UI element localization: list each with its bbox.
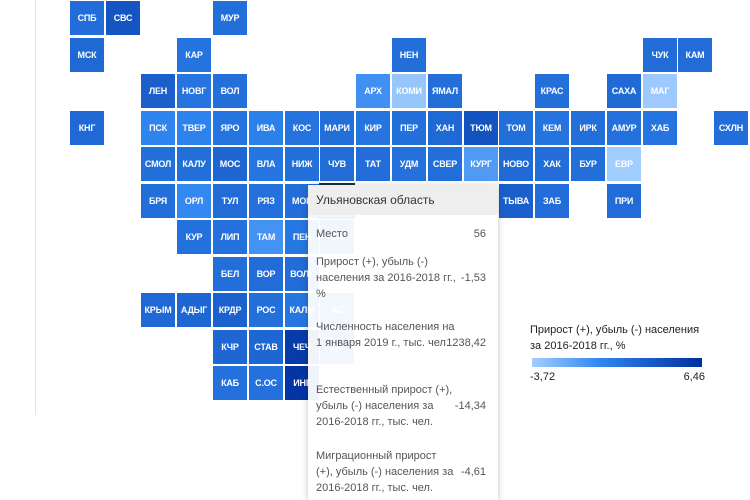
legend-max-label: 6,46 <box>683 371 705 383</box>
region-tile-25[interactable]: ПЕР <box>392 111 426 145</box>
tooltip-label: Миграционный прирост (+), убыль (-) насе… <box>316 450 454 494</box>
region-tooltip: Ульяновская область Место 56 Прирост (+)… <box>308 185 498 500</box>
region-tile-6[interactable]: ЧУК <box>643 38 677 72</box>
region-tile-16[interactable]: МАГ <box>643 74 677 108</box>
region-tile-33[interactable]: СХЛН <box>714 111 748 145</box>
tooltip-value: 56 <box>473 228 486 240</box>
region-tile-19[interactable]: ТВЕР <box>177 111 211 145</box>
region-tile-11[interactable]: АРХ <box>356 74 390 108</box>
region-tile-4[interactable]: КАР <box>177 38 211 72</box>
region-tile-20[interactable]: ЯРО <box>213 111 247 145</box>
region-tile-47[interactable]: ЕВР <box>607 147 641 181</box>
region-tile-55[interactable]: ЗАБ <box>535 184 569 218</box>
region-tile-14[interactable]: КРАС <box>535 74 569 108</box>
region-tile-71[interactable]: КЧР <box>213 330 247 364</box>
region-tile-45[interactable]: ХАК <box>535 147 569 181</box>
region-tile-3[interactable]: МСК <box>70 38 104 72</box>
region-tile-30[interactable]: ИРК <box>571 111 605 145</box>
region-tile-62[interactable]: БЕЛ <box>213 257 247 291</box>
region-tile-24[interactable]: КИР <box>356 111 390 145</box>
region-tile-5[interactable]: НЕН <box>392 38 426 72</box>
tooltip-value: -1,53 <box>460 272 486 284</box>
color-legend: Прирост (+), убыль (-) населения за 2016… <box>530 322 705 383</box>
tooltip-label: Естественный прирост (+), убыль (-) насе… <box>316 384 453 428</box>
region-tile-34[interactable]: СМОЛ <box>141 147 175 181</box>
region-tile-54[interactable]: ТЫВА <box>499 184 533 218</box>
region-tile-15[interactable]: САХА <box>607 74 641 108</box>
region-tile-36[interactable]: МОС <box>213 147 247 181</box>
region-tile-23[interactable]: МАРИ <box>320 111 354 145</box>
region-tile-35[interactable]: КАЛУ <box>177 147 211 181</box>
region-tile-63[interactable]: ВОР <box>249 257 283 291</box>
region-tile-18[interactable]: ПСК <box>141 111 175 145</box>
region-tile-29[interactable]: КЕМ <box>535 111 569 145</box>
legend-gradient-bar <box>532 358 702 367</box>
tooltip-label: Прирост (+), убыль (-) населения за 2016… <box>316 256 456 300</box>
region-tile-75[interactable]: КАБ <box>213 366 247 400</box>
region-tile-44[interactable]: НОВО <box>499 147 533 181</box>
region-tile-66[interactable]: АДЫГ <box>177 293 211 327</box>
tooltip-value: -14,34 <box>454 400 486 412</box>
region-tile-9[interactable]: НОВГ <box>177 74 211 108</box>
tooltip-value: 1238,42 <box>446 337 486 349</box>
region-tile-0[interactable]: СПБ <box>70 1 104 35</box>
region-tile-27[interactable]: ТЮМ <box>464 111 498 145</box>
left-divider <box>35 0 36 415</box>
region-tile-59[interactable]: ТАМ <box>249 220 283 254</box>
tooltip-value: -4,61 <box>460 466 486 478</box>
region-tile-76[interactable]: С.ОС <box>249 366 283 400</box>
region-tile-2[interactable]: МУР <box>213 1 247 35</box>
region-tile-26[interactable]: ХАН <box>428 111 462 145</box>
region-tile-56[interactable]: ПРИ <box>607 184 641 218</box>
region-tile-49[interactable]: ОРЛ <box>177 184 211 218</box>
region-tile-22[interactable]: КОС <box>285 111 319 145</box>
region-tile-32[interactable]: ХАБ <box>643 111 677 145</box>
region-tile-12[interactable]: КОМИ <box>392 74 426 108</box>
tooltip-label: Место <box>316 228 348 240</box>
region-tile-13[interactable]: ЯМАЛ <box>428 74 462 108</box>
region-tile-7[interactable]: КАМ <box>678 38 712 72</box>
region-tile-48[interactable]: БРЯ <box>141 184 175 218</box>
region-tile-50[interactable]: ТУЛ <box>213 184 247 218</box>
region-tile-68[interactable]: РОС <box>249 293 283 327</box>
region-tile-65[interactable]: КРЫМ <box>141 293 175 327</box>
region-tile-41[interactable]: УДМ <box>392 147 426 181</box>
tooltip-label: Численность населения на 1 января 2019 г… <box>316 321 455 349</box>
region-tile-46[interactable]: БУР <box>571 147 605 181</box>
tooltip-title: Ульяновская область <box>308 185 498 215</box>
region-tile-42[interactable]: СВЕР <box>428 147 462 181</box>
region-tile-21[interactable]: ИВА <box>249 111 283 145</box>
region-tile-51[interactable]: РЯЗ <box>249 184 283 218</box>
legend-title: Прирост (+), убыль (-) населения за 2016… <box>530 324 700 352</box>
region-tile-8[interactable]: ЛЕН <box>141 74 175 108</box>
region-tile-1[interactable]: СВС <box>106 1 140 35</box>
region-tile-39[interactable]: ЧУВ <box>320 147 354 181</box>
region-tile-58[interactable]: ЛИП <box>213 220 247 254</box>
region-tile-37[interactable]: ВЛА <box>249 147 283 181</box>
region-tile-10[interactable]: ВОЛ <box>213 74 247 108</box>
region-tile-38[interactable]: НИЖ <box>285 147 319 181</box>
region-tile-43[interactable]: КУРГ <box>464 147 498 181</box>
region-tile-17[interactable]: КНГ <box>70 111 104 145</box>
region-tile-40[interactable]: ТАТ <box>356 147 390 181</box>
region-tile-28[interactable]: ТОМ <box>499 111 533 145</box>
region-tile-72[interactable]: СТАВ <box>249 330 283 364</box>
region-tile-31[interactable]: АМУР <box>607 111 641 145</box>
legend-min-label: -3,72 <box>530 371 556 383</box>
region-tile-67[interactable]: КРДР <box>213 293 247 327</box>
region-tile-57[interactable]: КУР <box>177 220 211 254</box>
